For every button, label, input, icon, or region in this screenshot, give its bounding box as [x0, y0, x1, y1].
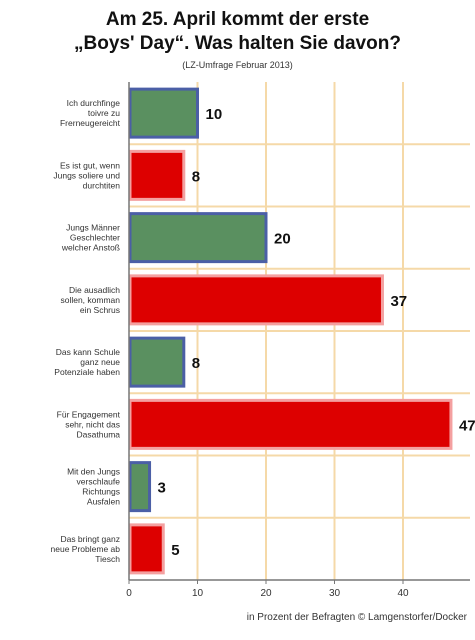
category-label: Mit den Jungs verschlaufe Richtungs Ausfale…	[67, 467, 120, 507]
category-label: Jungs Männer Geschlechter welcher Anstoß	[61, 223, 120, 253]
bar	[128, 461, 152, 513]
category-label: Es ist gut, wenn Jungs soliere und durchti…	[53, 160, 120, 190]
value-label: 37	[390, 293, 407, 310]
category-label: Das kann Schule ganz neue Potenziale haben	[54, 347, 120, 377]
chart-title-line-2: „Boys' Day“. Was halten Sie davon?	[74, 33, 401, 54]
value-label: 47	[459, 417, 475, 434]
bar	[128, 523, 165, 575]
category-label: Das bringt ganz neue Probleme ab Tiesch	[51, 534, 121, 564]
category-label: Ich durchfinge toivre zu Frerneugereicht	[60, 98, 121, 128]
bar	[128, 87, 199, 139]
category-label: Die ausadlich sollen, komman ein Schrus	[60, 285, 120, 315]
x-tick-label: 30	[329, 588, 341, 599]
x-tick-label: 20	[260, 588, 272, 599]
bar	[128, 274, 384, 326]
value-label: 5	[171, 542, 179, 559]
bar	[128, 336, 186, 388]
bar	[128, 149, 186, 201]
x-tick-label: 10	[192, 588, 204, 599]
value-label: 3	[158, 480, 166, 497]
bar	[128, 212, 268, 264]
chart-title: Am 25. April kommt der erste „Boys' Day“…	[0, 8, 475, 56]
chart-subtitle: (LZ-Umfrage Februar 2013)	[182, 60, 293, 70]
value-label: 8	[192, 355, 200, 372]
chart-title-line-1: Am 25. April kommt der erste	[105, 9, 370, 30]
x-tick-label: 0	[126, 588, 132, 599]
bar	[128, 398, 453, 450]
chart-footnote: in Prozent der Befragten © Lamgenstorfer…	[246, 612, 467, 623]
value-label: 10	[206, 106, 223, 123]
value-label: 8	[192, 168, 200, 185]
value-label: 20	[274, 231, 291, 248]
category-label: Für Engagement sehr, nicht das Dasathuma	[57, 409, 121, 439]
x-tick-label: 40	[397, 588, 409, 599]
